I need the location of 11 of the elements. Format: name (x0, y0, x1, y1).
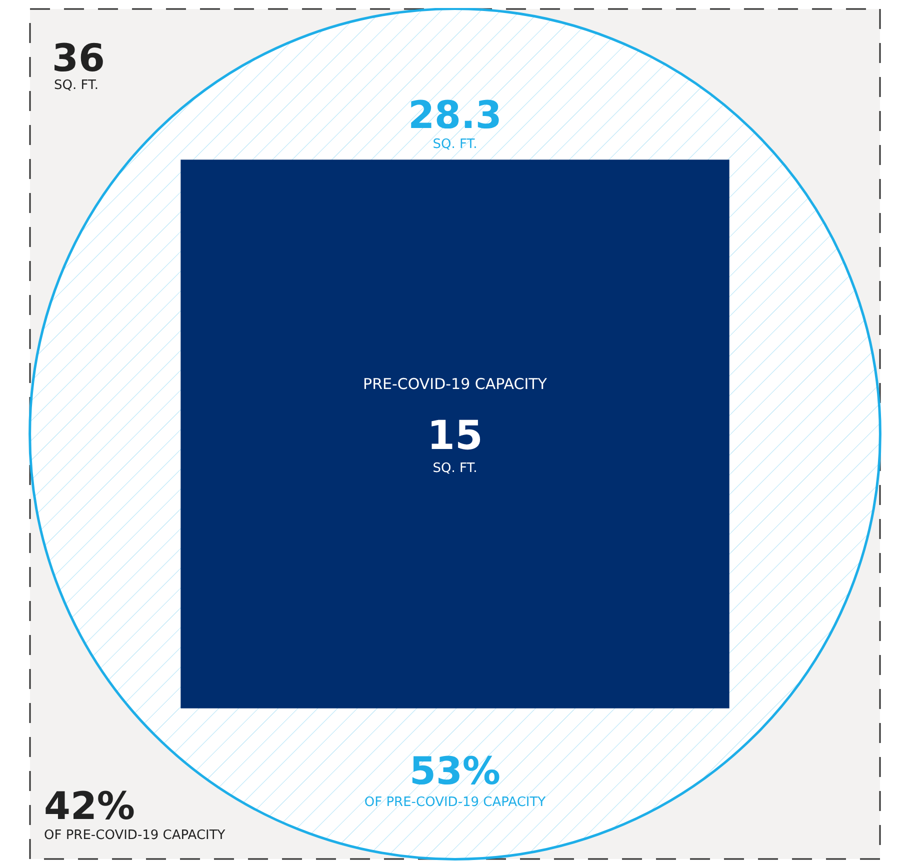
text: SQ. FT. (432, 461, 478, 476)
text: OF PRE-COVID-19 CAPACITY (44, 828, 226, 843)
text: OF PRE-COVID-19 CAPACITY (364, 794, 546, 810)
text: 42% (44, 784, 135, 828)
text: SQ. FT. (432, 136, 478, 152)
data-label: 36 (52, 36, 105, 80)
text: 53% (410, 748, 500, 793)
data-label: 15 (427, 413, 483, 459)
data-label: 28.3 (408, 92, 502, 137)
text: SQ. FT. (54, 78, 99, 93)
category-label: PRE-COVID-19 CAPACITY (363, 375, 548, 393)
